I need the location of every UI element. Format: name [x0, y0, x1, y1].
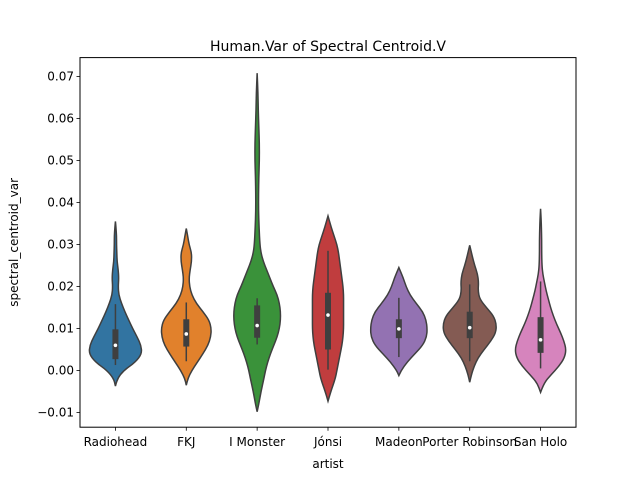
y-axis: −0.01 0.00 0.01 0.02 0.03 0.04 0.05 0.06 0.07	[37, 70, 80, 420]
violin-iqr-box	[254, 305, 261, 338]
y-tick-label: 0.02	[47, 280, 74, 294]
chart-title: Human.Var of Spectral Centroid.V	[210, 39, 446, 55]
y-tick-label: 0.01	[47, 322, 74, 336]
x-tick-label: San Holo	[514, 435, 567, 449]
x-tick-label: FKJ	[177, 435, 195, 449]
x-tick-label: Porter Robinson	[422, 435, 517, 449]
violin-median	[467, 325, 472, 330]
y-tick-label: −0.01	[37, 406, 74, 420]
y-tick-label: 0.05	[47, 154, 74, 168]
x-tick-label: I Monster	[229, 435, 285, 449]
y-axis-label: spectral_centroid_var	[7, 178, 21, 307]
y-tick-label: 0.06	[47, 112, 74, 126]
violin-iqr-box	[537, 317, 544, 353]
violin-body	[88, 221, 143, 387]
x-tick-label: Madeon	[375, 435, 423, 449]
x-tick-label: Radiohead	[84, 435, 148, 449]
violin-median	[113, 343, 118, 348]
x-tick-label: Jónsi	[313, 435, 342, 449]
x-axis-label: artist	[312, 457, 344, 471]
x-axis: Radiohead FKJ I Monster Jónsi Madeon Porter R…	[84, 427, 567, 449]
violin-iqr-box	[466, 311, 473, 339]
y-tick-label: 0.00	[47, 364, 74, 378]
violin-median	[538, 338, 543, 342]
y-tick-label: 0.07	[47, 70, 74, 84]
violin-median	[326, 313, 330, 317]
violin-body	[233, 73, 282, 412]
violin-median	[255, 323, 259, 328]
violin-median	[397, 327, 401, 331]
violin-group	[88, 73, 567, 412]
y-tick-label: 0.03	[47, 238, 74, 252]
y-tick-label: 0.04	[47, 196, 74, 210]
violin-iqr-box	[325, 292, 331, 350]
violin-median	[184, 332, 189, 336]
